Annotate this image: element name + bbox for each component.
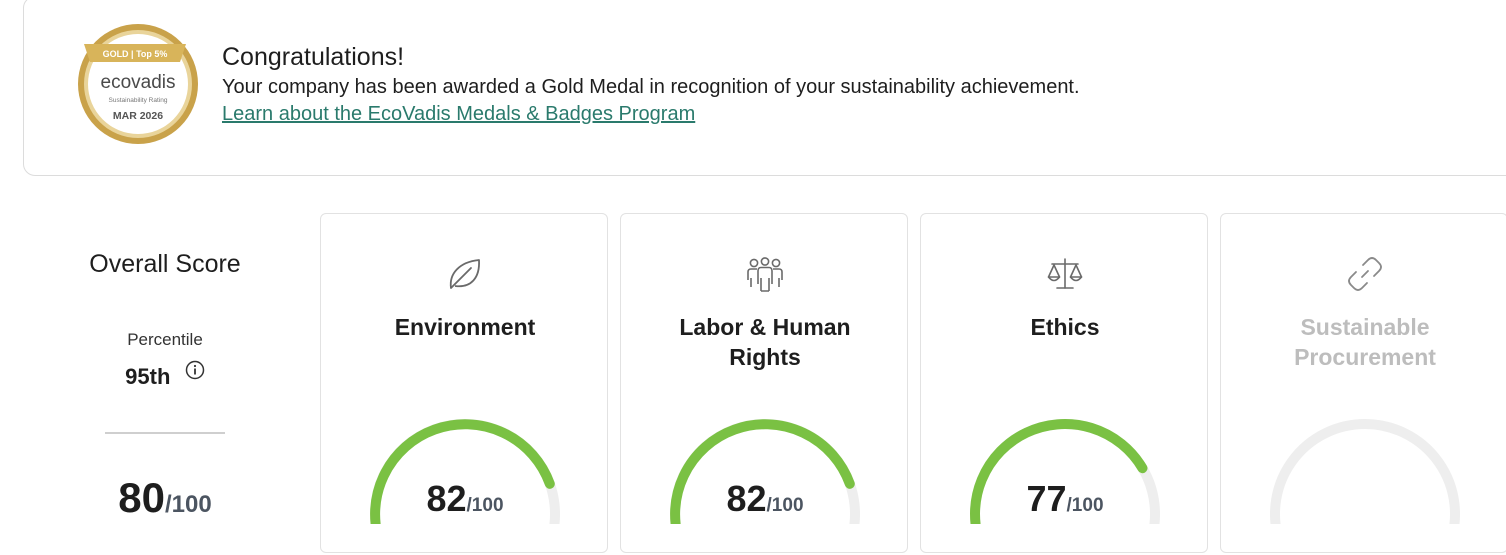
medal-brand: ecovadis (101, 72, 176, 93)
percentile-row: 95th (60, 360, 270, 390)
medal-date: MAR 2026 (113, 110, 163, 122)
theme-score-max: /100 (766, 495, 804, 516)
overall-score-value: 80 (118, 474, 165, 521)
theme-score-max: /100 (1066, 495, 1104, 516)
score-gauge (970, 418, 1160, 524)
theme-card-ethics[interactable]: Ethics 77/100 (920, 213, 1208, 553)
medals-program-link[interactable]: Learn about the EcoVadis Medals & Badges… (222, 103, 696, 125)
theme-score-value: 77 (1026, 478, 1067, 519)
theme-card-labor-human-rights[interactable]: Labor & Human Rights 82/100 (620, 213, 908, 553)
percentile-label: Percentile (127, 330, 203, 349)
score-gauge (1270, 418, 1460, 524)
overall-score: 80/100 (60, 474, 270, 522)
overall-score-max: /100 (165, 491, 212, 518)
theme-score: 82/100 (321, 478, 609, 520)
theme-score-value: 82 (426, 478, 467, 519)
score-gauge (670, 418, 860, 524)
theme-score: 77/100 (921, 478, 1209, 520)
gauge-fill (970, 419, 1148, 524)
gauge-fill (370, 419, 555, 524)
theme-card-sustainable-procurement: Sustainable Procurement (1220, 213, 1506, 553)
theme-title: Labor & Human Rights (679, 314, 851, 370)
overall-score-title: Overall Score (89, 250, 241, 278)
score-divider (105, 432, 225, 434)
gold-medal-badge: GOLD | Top 5% ecovadis Sustainability Ra… (78, 24, 198, 144)
banner-title: Congratulations! (222, 43, 405, 71)
medal-tier-label: GOLD | Top 5% (103, 49, 168, 59)
medal-banner: GOLD | Top 5% ecovadis Sustainability Ra… (23, 0, 1506, 176)
theme-score-max: /100 (466, 495, 504, 516)
theme-title: Environment (394, 314, 536, 340)
banner-text: Congratulations! Your company has been a… (222, 41, 1080, 127)
link-icon (1348, 257, 1382, 291)
gauge-fill (670, 419, 855, 524)
banner-message: Your company has been awarded a Gold Med… (222, 76, 1080, 98)
medal-ribbon (84, 44, 186, 62)
scales-icon (1047, 258, 1083, 289)
score-gauge (370, 418, 560, 524)
theme-score-value: 82 (726, 478, 767, 519)
theme-card-environment[interactable]: Environment 82/100 (320, 213, 608, 553)
theme-title: Ethics (1030, 314, 1100, 340)
gauge-track (1270, 418, 1460, 524)
medal-caption: Sustainability Rating (109, 97, 168, 104)
theme-title: Sustainable Procurement (1294, 314, 1436, 370)
percentile-value: 95th (125, 364, 171, 389)
theme-score: 82/100 (621, 478, 909, 520)
people-icon (747, 257, 783, 292)
leaf-icon (449, 259, 480, 289)
info-icon[interactable] (185, 360, 205, 380)
